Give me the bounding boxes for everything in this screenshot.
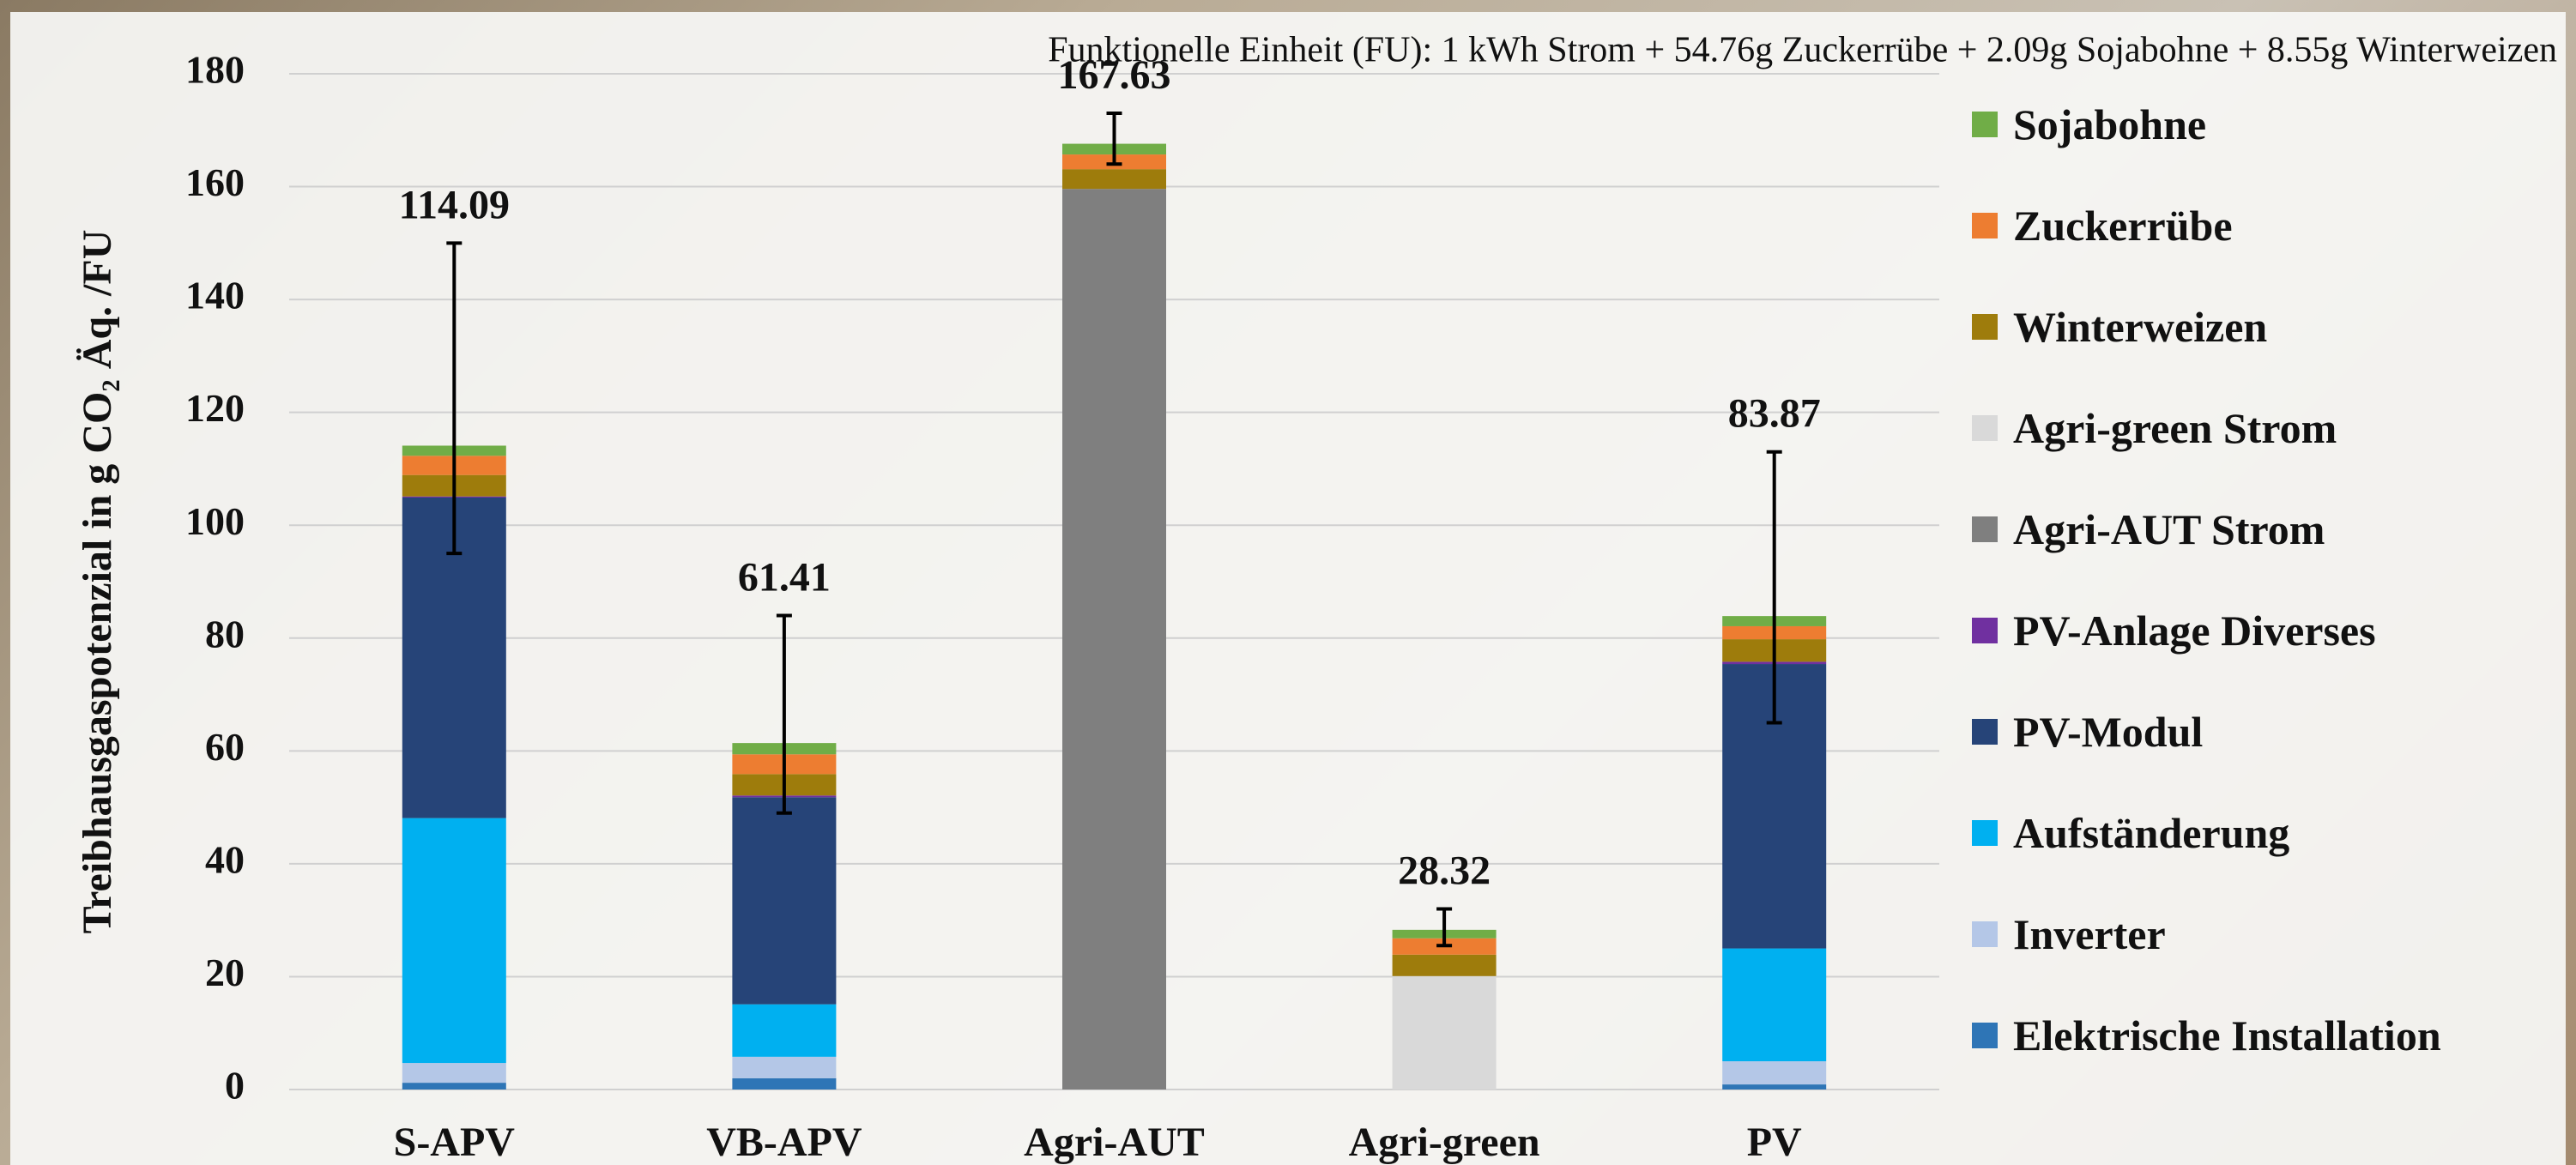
legend-entry: Zuckerrübe xyxy=(1972,199,2521,300)
legend: Sojabohne Zuckerrübe Winterweizen Agri-gree… xyxy=(1972,98,2521,1110)
legend-label: Winterweizen xyxy=(2013,300,2267,353)
y-tick-label: 140 xyxy=(185,274,245,317)
total-label: 167.63 xyxy=(1058,52,1171,98)
bar-segment xyxy=(1722,1084,1826,1090)
legend-swatch xyxy=(1972,516,1998,542)
x-tick-label: VB-APV xyxy=(706,1120,862,1165)
bar-segment xyxy=(732,1057,836,1078)
bar-segment xyxy=(1062,169,1166,189)
y-tick-label: 160 xyxy=(185,160,245,204)
legend-entry: PV-Anlage Diverses xyxy=(1972,604,2521,705)
legend-swatch xyxy=(1972,719,1998,745)
legend-label: Agri-AUT Strom xyxy=(2013,503,2325,556)
bar-segment xyxy=(732,1005,836,1057)
legend-swatch xyxy=(1972,213,1998,238)
y-tick-label: 100 xyxy=(185,499,245,543)
bar-segment xyxy=(1722,949,1826,1062)
bar-segment xyxy=(1722,1061,1826,1084)
bar-segment xyxy=(402,1063,506,1083)
x-tick-label: Agri-AUT xyxy=(1024,1120,1205,1165)
legend-swatch xyxy=(1972,820,1998,846)
legend-swatch xyxy=(1972,921,1998,947)
legend-entry: PV-Modul xyxy=(1972,705,2521,806)
legend-entry: Aufständerung xyxy=(1972,806,2521,908)
bar-segment xyxy=(732,1078,836,1090)
y-tick-label: 80 xyxy=(205,612,245,655)
y-tick-label: 40 xyxy=(205,837,245,881)
y-axis-label: Treibhausgaspotenzial in g CO₂ Äq. /FU xyxy=(75,230,120,934)
bar-segment xyxy=(1393,976,1497,1090)
x-tick-label: S-APV xyxy=(394,1120,516,1165)
legend-label: Zuckerrübe xyxy=(2013,199,2233,252)
legend-entry: Sojabohne xyxy=(1972,98,2521,199)
bar-segment xyxy=(1393,955,1497,976)
legend-swatch xyxy=(1972,1023,1998,1048)
bar-segment xyxy=(1062,189,1166,1090)
legend-label: PV-Modul xyxy=(2013,705,2203,758)
legend-swatch xyxy=(1972,314,1998,340)
legend-swatch xyxy=(1972,618,1998,643)
legend-entry: Elektrische Installation xyxy=(1972,1009,2521,1110)
legend-entry: Inverter xyxy=(1972,908,2521,1009)
total-label: 61.41 xyxy=(738,554,831,600)
legend-entry: Winterweizen xyxy=(1972,300,2521,401)
legend-swatch xyxy=(1972,415,1998,441)
total-label: 114.09 xyxy=(399,182,510,227)
y-tick-label: 60 xyxy=(205,725,245,769)
y-tick-label: 120 xyxy=(185,386,245,430)
y-tick-label: 180 xyxy=(185,48,245,92)
legend-swatch xyxy=(1972,112,1998,137)
bar-segment xyxy=(402,1083,506,1090)
legend-label: Sojabohne xyxy=(2013,98,2206,151)
y-tick-label: 0 xyxy=(225,1064,245,1108)
x-tick-label: Agri-green xyxy=(1349,1120,1540,1165)
legend-label: Inverter xyxy=(2013,908,2166,961)
legend-label: Agri-green Strom xyxy=(2013,401,2337,455)
y-tick-label: 20 xyxy=(205,951,245,994)
legend-entry: Agri-green Strom xyxy=(1972,401,2521,503)
legend-label: Aufständerung xyxy=(2013,806,2289,860)
legend-entry: Agri-AUT Strom xyxy=(1972,503,2521,604)
x-tick-label: PV xyxy=(1747,1120,1802,1165)
total-label: 83.87 xyxy=(1728,391,1821,437)
bar-segment xyxy=(732,797,836,1004)
legend-label: Elektrische Installation xyxy=(2013,1009,2441,1062)
legend-label: PV-Anlage Diverses xyxy=(2013,604,2376,657)
total-label: 28.32 xyxy=(1398,848,1491,894)
bar-segment xyxy=(402,818,506,1063)
page: Funktionelle Einheit (FU): 1 kWh Strom +… xyxy=(0,0,2576,1165)
subtitle: Funktionelle Einheit (FU): 1 kWh Strom +… xyxy=(1048,31,2557,70)
